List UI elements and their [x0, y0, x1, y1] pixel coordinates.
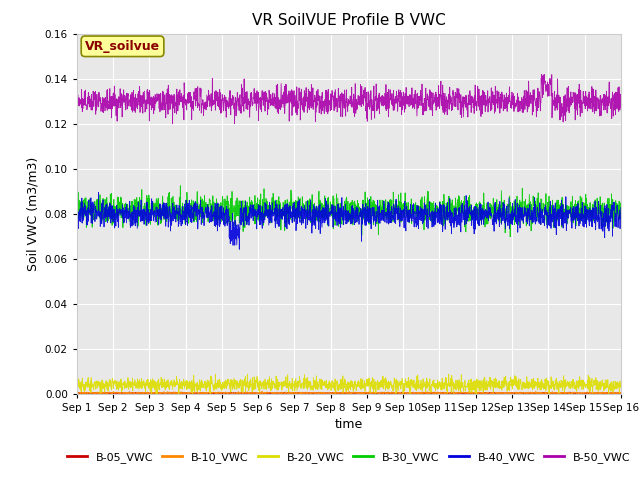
B-30_VWC: [617, 213, 625, 218]
B-30_VWC: [225, 211, 232, 217]
B-50_VWC: [376, 97, 384, 103]
B-40_VWC: [508, 219, 515, 225]
B-40_VWC: [377, 210, 385, 216]
B-20_VWC: [617, 381, 625, 386]
B-40_VWC: [73, 200, 81, 205]
B-50_VWC: [540, 72, 548, 77]
B-50_VWC: [584, 92, 592, 97]
B-10_VWC: [225, 390, 232, 396]
B-40_VWC: [584, 207, 592, 213]
B-10_VWC: [377, 390, 385, 396]
B-40_VWC: [617, 204, 625, 210]
B-05_VWC: [225, 390, 233, 396]
B-05_VWC: [125, 389, 133, 395]
B-40_VWC: [570, 214, 577, 220]
B-50_VWC: [507, 102, 515, 108]
Line: B-30_VWC: B-30_VWC: [77, 186, 621, 237]
Y-axis label: Soil VWC (m3/m3): Soil VWC (m3/m3): [26, 156, 39, 271]
B-20_VWC: [244, 371, 252, 377]
B-50_VWC: [617, 107, 625, 113]
B-05_VWC: [584, 390, 592, 396]
Line: B-05_VWC: B-05_VWC: [77, 392, 621, 394]
B-50_VWC: [570, 89, 577, 95]
B-50_VWC: [169, 121, 177, 127]
B-05_VWC: [365, 390, 372, 396]
B-10_VWC: [258, 388, 266, 394]
B-05_VWC: [508, 391, 515, 396]
B-20_VWC: [570, 383, 577, 388]
Title: VR SoilVUE Profile B VWC: VR SoilVUE Profile B VWC: [252, 13, 445, 28]
B-40_VWC: [225, 219, 232, 225]
B-10_VWC: [365, 389, 372, 395]
B-40_VWC: [236, 246, 243, 252]
B-20_VWC: [377, 378, 385, 384]
B-30_VWC: [506, 234, 514, 240]
B-40_VWC: [365, 220, 372, 226]
B-30_VWC: [584, 208, 592, 214]
B-30_VWC: [508, 211, 515, 216]
B-05_VWC: [377, 391, 385, 396]
B-05_VWC: [617, 390, 625, 396]
B-05_VWC: [76, 391, 84, 396]
B-10_VWC: [508, 390, 515, 396]
B-50_VWC: [73, 102, 81, 108]
B-10_VWC: [617, 390, 625, 396]
B-40_VWC: [95, 190, 102, 195]
Line: B-20_VWC: B-20_VWC: [77, 374, 621, 394]
B-05_VWC: [570, 390, 577, 396]
B-20_VWC: [148, 391, 156, 396]
B-30_VWC: [570, 220, 577, 226]
B-20_VWC: [73, 382, 81, 387]
B-10_VWC: [73, 391, 81, 396]
X-axis label: time: time: [335, 418, 363, 431]
B-30_VWC: [73, 202, 81, 207]
Line: B-50_VWC: B-50_VWC: [77, 74, 621, 124]
B-20_VWC: [508, 381, 515, 387]
B-30_VWC: [177, 183, 184, 189]
B-10_VWC: [77, 391, 84, 396]
B-05_VWC: [73, 390, 81, 396]
B-50_VWC: [225, 106, 232, 111]
Line: B-10_VWC: B-10_VWC: [77, 391, 621, 394]
B-10_VWC: [570, 390, 577, 396]
B-50_VWC: [365, 104, 372, 109]
B-10_VWC: [584, 390, 592, 396]
Text: VR_soilvue: VR_soilvue: [85, 40, 160, 53]
Legend: B-05_VWC, B-10_VWC, B-20_VWC, B-30_VWC, B-40_VWC, B-50_VWC: B-05_VWC, B-10_VWC, B-20_VWC, B-30_VWC, …: [63, 447, 635, 467]
B-30_VWC: [365, 198, 372, 204]
B-20_VWC: [365, 378, 372, 384]
B-20_VWC: [225, 377, 232, 383]
Line: B-40_VWC: B-40_VWC: [77, 192, 621, 249]
B-30_VWC: [376, 202, 384, 207]
B-20_VWC: [584, 372, 592, 378]
